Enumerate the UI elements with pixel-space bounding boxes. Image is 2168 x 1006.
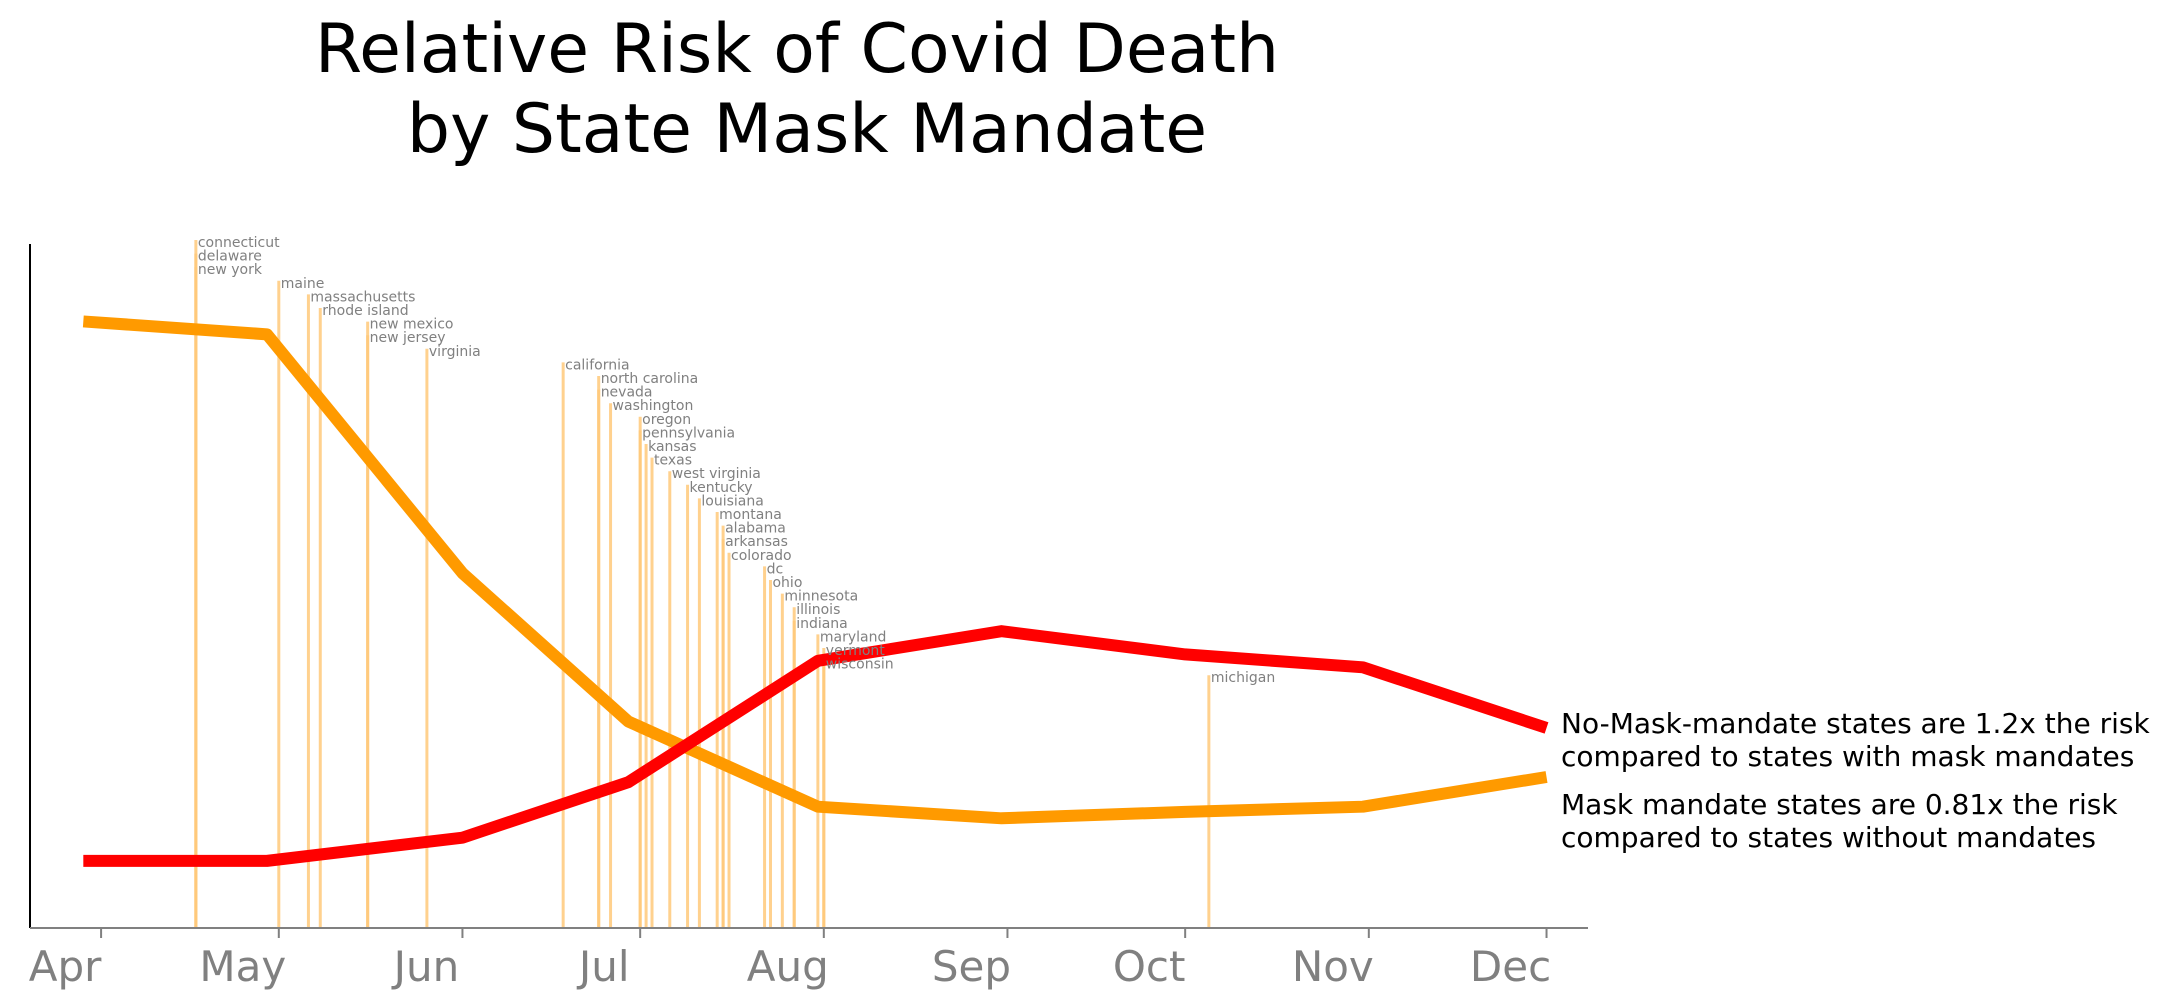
annotation-line: Mask mandate states are 0.81x the risk <box>1561 788 2118 821</box>
state-label: louisiana <box>701 493 763 509</box>
state-label: pennsylvania <box>642 425 735 441</box>
state-label: wisconsin <box>826 657 894 673</box>
state-label: delaware <box>198 249 262 265</box>
state-label: minnesota <box>784 589 858 605</box>
state-label: north carolina <box>601 371 699 387</box>
state-label: montana <box>719 507 782 523</box>
chart-title-line-2: by State Mask Mandate <box>407 90 1207 169</box>
state-label: california <box>565 357 629 373</box>
state-label: ohio <box>772 575 802 591</box>
x-tick-label: Aug <box>747 942 829 991</box>
state-label: kansas <box>648 439 696 455</box>
state-label: maryland <box>820 629 887 645</box>
x-tick-label: Oct <box>1113 942 1186 991</box>
annotations: No-Mask-mandate states are 1.2x the risk… <box>1561 707 2150 854</box>
annotation-line: No-Mask-mandate states are 1.2x the risk <box>1561 707 2150 740</box>
state-label: maine <box>281 276 325 292</box>
state-label: oregon <box>642 412 691 428</box>
state-label: illinois <box>796 602 840 618</box>
x-tick-label: Nov <box>1292 942 1374 991</box>
state-label: virginia <box>429 344 481 360</box>
state-label: texas <box>654 453 692 469</box>
state-label: connecticut <box>198 235 280 251</box>
state-label: alabama <box>725 521 786 537</box>
state-label: arkansas <box>725 534 788 550</box>
annotation-line: compared to states with mask mandates <box>1561 740 2134 773</box>
series-line-1 <box>82 315 1548 825</box>
x-tick-label: Jun <box>391 942 460 991</box>
state-label: vermont <box>826 643 885 659</box>
state-label: colorado <box>731 548 792 564</box>
state-label: new york <box>198 262 263 278</box>
chart-title-line-1: Relative Risk of Covid Death <box>315 10 1279 89</box>
state-label: massachusetts <box>310 289 415 305</box>
annotation-line: compared to states without mandates <box>1561 821 2096 854</box>
state-label: kentucky <box>690 480 753 496</box>
state-label: michigan <box>1211 670 1275 686</box>
state-label: indiana <box>796 616 848 632</box>
x-tick-label: Jul <box>576 942 630 991</box>
x-tick-label: Apr <box>29 942 102 991</box>
state-label: nevada <box>601 385 653 401</box>
state-label: new jersey <box>370 330 446 346</box>
series-line-2 <box>83 625 1549 867</box>
state-label: west virginia <box>672 466 761 482</box>
state-label: washington <box>613 398 694 414</box>
x-tick-label: Dec <box>1470 942 1551 991</box>
state-label: new mexico <box>370 317 454 333</box>
series-lines <box>82 315 1549 867</box>
state-label: rhode island <box>322 303 408 319</box>
x-axis-ticks: Apr May Jun Jul Aug Sep Oct Nov Dec <box>29 928 1551 991</box>
x-tick-label: May <box>199 942 286 991</box>
state-label: dc <box>767 561 784 577</box>
x-tick-label: Sep <box>932 942 1011 991</box>
mandate-lines <box>194 240 1211 928</box>
